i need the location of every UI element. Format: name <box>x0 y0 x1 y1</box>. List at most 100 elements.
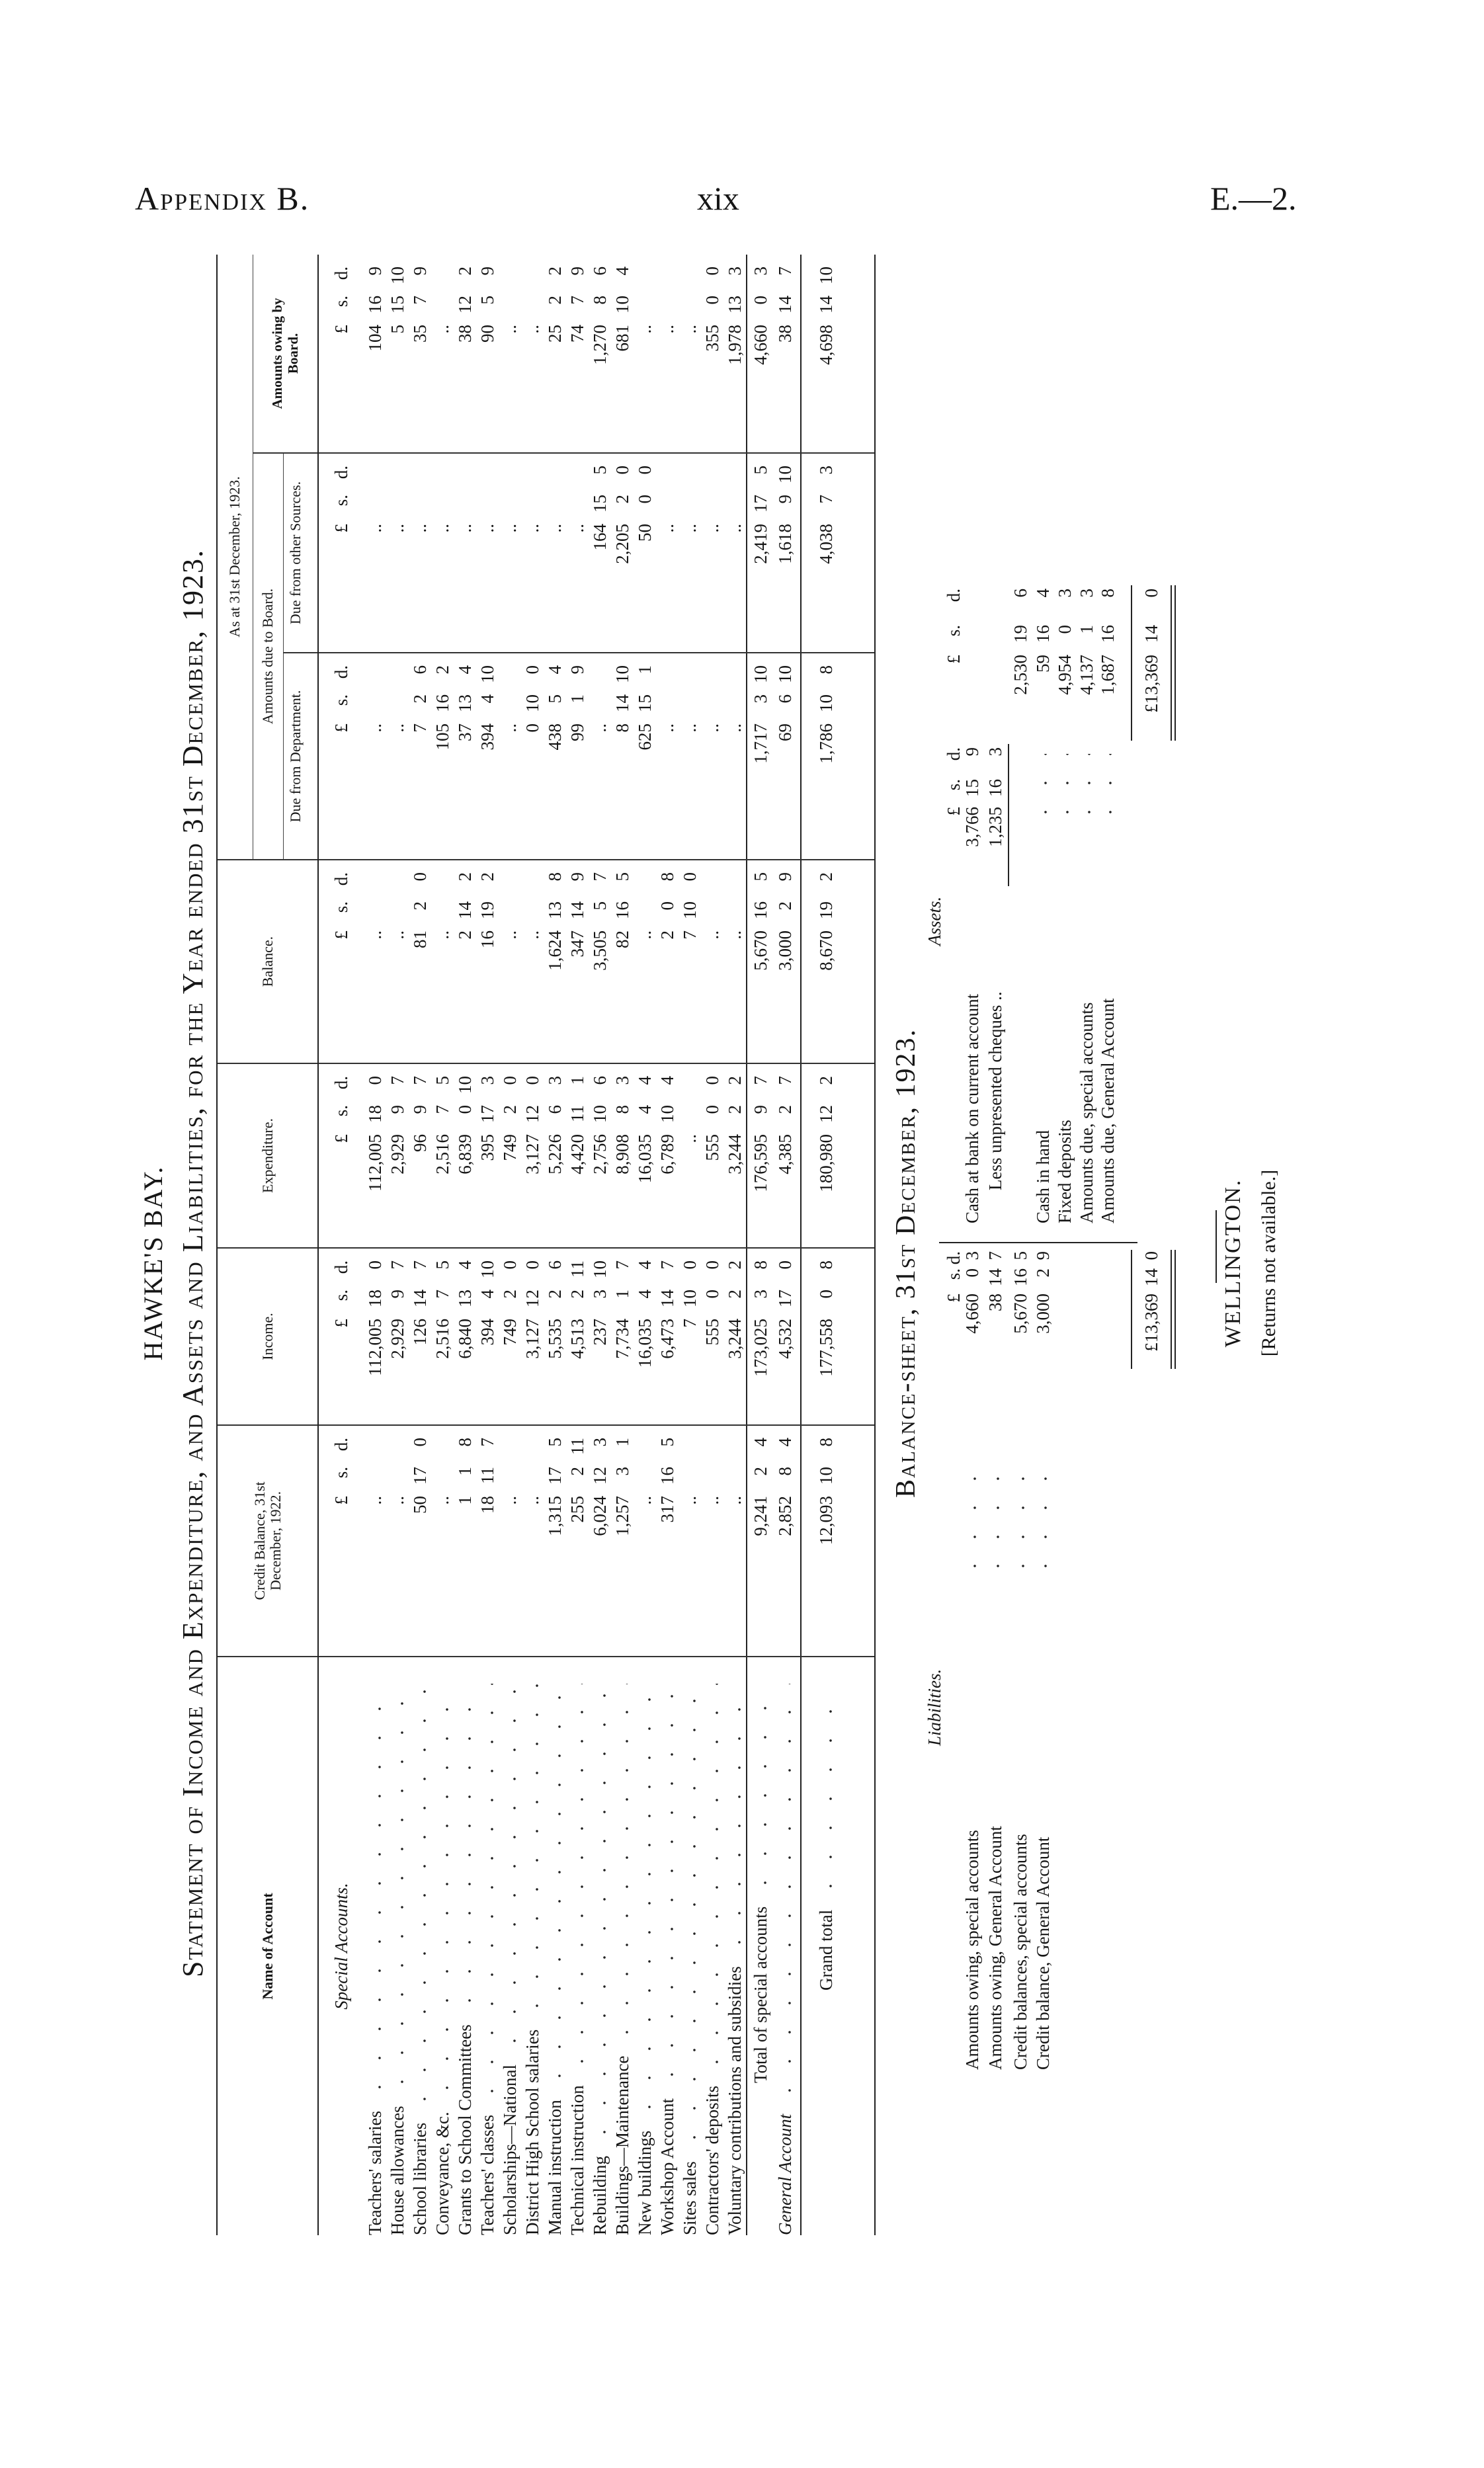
leader-dots <box>476 1684 499 2106</box>
liability-shillings: 14 <box>985 1268 1005 1286</box>
header-expenditure: Expenditure. <box>217 1063 318 1248</box>
table-row: Buildings—Maintenance 1,257 3 1 7,734 1 7 8,908… <box>611 254 634 2235</box>
due-other-cell: .. <box>454 453 476 653</box>
leader-dots <box>1086 754 1092 827</box>
expenditure-pence: 0 <box>702 1076 722 1085</box>
balance-pounds: 347 <box>567 930 587 958</box>
owing-shillings: 5 <box>477 295 497 305</box>
due-department-cell: 8 14 10 <box>611 653 634 860</box>
due-other-shillings: 17 <box>751 495 770 513</box>
due-department-pounds: 69 <box>775 723 795 741</box>
credit-balance-pounds: .. <box>500 1496 520 1505</box>
expenditure-shillings: 18 <box>365 1105 385 1123</box>
due-department-pence: 10 <box>612 665 632 683</box>
balance-cell: .. <box>364 860 386 1063</box>
section-label: Special Accounts. <box>331 1883 351 2010</box>
leader-dots <box>1020 1461 1026 1581</box>
balance-units: £ s. d. <box>318 860 364 1063</box>
due-department-cell: 105 16 2 <box>431 653 454 860</box>
expenditure-shillings: 0 <box>455 1105 475 1114</box>
due-department-pounds: .. <box>388 723 407 733</box>
table-row: Scholarships—National.. 749 2 0 749 2 0.......… <box>499 254 521 2235</box>
owing-shillings: 12 <box>455 295 475 313</box>
expenditure-pounds: .. <box>680 1134 700 1143</box>
credit-balance-pounds: 2,852 <box>775 1496 795 1536</box>
credit-balance-cell: 1,257 3 1 <box>611 1425 634 1657</box>
due-department-pence: 10 <box>751 665 770 683</box>
balance-pence: 9 <box>775 872 795 882</box>
header-owing: Amounts owing by Board. <box>253 254 318 453</box>
due-department-pounds: 8 <box>612 723 632 733</box>
balance-pence: 0 <box>410 872 430 882</box>
income-cell: 3,244 2 2 <box>723 1248 747 1425</box>
rotated-content: HAWKE'S BAY. Statement of Income and Exp… <box>119 251 1309 2275</box>
leader-dots <box>679 1684 701 2153</box>
credit-balance-cell: .. <box>431 1425 454 1657</box>
income-cell: 16,035 4 4 <box>634 1248 656 1425</box>
due-department-pence: 6 <box>410 665 430 675</box>
income-pounds: 16,035 <box>635 1319 655 1368</box>
credit-balance-cell: 1 1 8 <box>454 1425 476 1657</box>
expenditure-shillings: 2 <box>775 1105 795 1114</box>
balance-pounds: .. <box>388 930 407 940</box>
account-label: Workshop Account <box>657 2098 677 2235</box>
expenditure-cell: 555 0 0 <box>701 1063 723 1248</box>
balance-shillings: 16 <box>751 901 770 919</box>
income-pence: 7 <box>388 1260 407 1270</box>
income-cell: 749 2 0 <box>499 1248 521 1425</box>
leader-dots <box>386 1684 409 2097</box>
balance-shillings: 0 <box>657 901 677 911</box>
account-name: General Account <box>774 1657 796 2235</box>
owing-pence: 10 <box>816 266 836 284</box>
owing-cell: 681 10 4 <box>611 254 634 453</box>
unit-label: d. <box>944 1251 964 1265</box>
table-row-name: Contractors' deposits <box>701 1657 723 2235</box>
owing-shillings: 10 <box>612 295 632 313</box>
statement-title: Statement of Income and Expenditure, and… <box>177 548 209 1978</box>
table-row: Manual instruction 1,315 17 5 5,535 2 6 5,226 6 3… <box>544 254 566 2235</box>
expenditure-cell: 3,127 12 0 <box>521 1063 544 1248</box>
header-credit-balance: Credit Balance, 31st December, 1922. <box>217 1425 318 1657</box>
expenditure-pounds: 749 <box>500 1134 520 1161</box>
income-pounds: 237 <box>590 1319 610 1346</box>
leader-dots <box>749 1684 772 1897</box>
expenditure-pounds: 16,035 <box>635 1134 655 1184</box>
owing-shillings: 8 <box>590 295 610 305</box>
balance-pence: 8 <box>657 872 677 882</box>
due-other-pounds: 2,419 <box>751 524 770 564</box>
income-shillings: 7 <box>433 1290 452 1299</box>
liability-pence: 9 <box>1033 1251 1053 1260</box>
asset-label: Amounts due, special accounts <box>1077 1002 1096 1223</box>
owing-pounds: 104 <box>365 324 385 352</box>
expenditure-pounds: 6,839 <box>455 1134 475 1174</box>
balance-cell: 3,505 5 7 <box>589 860 611 1063</box>
income-cell: 7,734 1 7 <box>611 1248 634 1425</box>
account-name: District High School salaries <box>521 1657 544 2235</box>
balance-shillings: 2 <box>410 901 430 911</box>
owing-cell: 35 7 9 <box>409 254 431 453</box>
asset-outer-shillings: 16 <box>1098 625 1118 643</box>
balance-shillings: 14 <box>455 901 475 919</box>
income-pence: 8 <box>751 1260 770 1270</box>
asset-outer-shillings: 0 <box>1055 625 1075 634</box>
owing-cell: 38 12 2 <box>454 254 476 453</box>
due-other-pounds: .. <box>388 524 407 533</box>
header-due-to-board: Amounts due to Board. <box>253 453 283 860</box>
credit-balance-pounds: .. <box>522 1496 542 1505</box>
credit-balance-pounds: .. <box>702 1496 722 1505</box>
owing-shillings: 0 <box>751 295 770 305</box>
income-cell: 2,516 7 5 <box>431 1248 454 1425</box>
owing-cell: 104 16 9 <box>364 254 386 453</box>
header-due-other: Due from other Sources. <box>283 453 318 653</box>
due-other-cell: 50 0 0 <box>634 453 656 653</box>
general-account-row: General Account 2,852 8 4 4,532 17 0 4,385 2 7 3,0… <box>774 254 801 2235</box>
table-row-name: Workshop Account <box>656 1657 679 2235</box>
expenditure-pence: 7 <box>388 1076 407 1085</box>
owing-cell: .. <box>679 254 701 453</box>
due-other-pounds: .. <box>657 524 677 533</box>
balance-cell: .. <box>499 860 521 1063</box>
owing-shillings: 16 <box>365 295 385 313</box>
income-shillings: 2 <box>545 1290 565 1299</box>
income-shillings: 3 <box>751 1290 770 1299</box>
income-pounds: 126 <box>410 1319 430 1346</box>
